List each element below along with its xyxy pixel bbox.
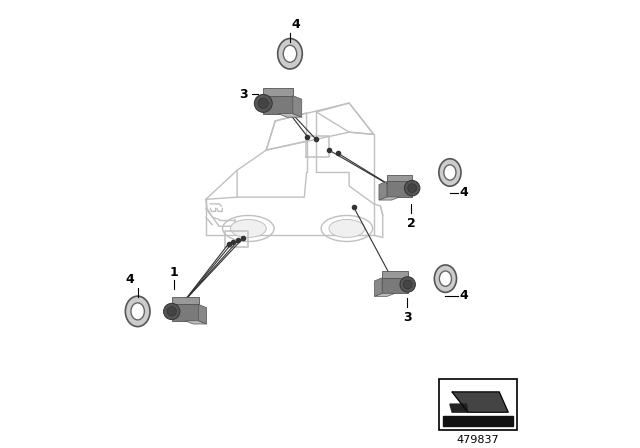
Bar	[439, 379, 517, 430]
Ellipse shape	[278, 39, 302, 69]
Text: 4: 4	[125, 273, 134, 286]
Ellipse shape	[439, 159, 461, 186]
Polygon shape	[382, 271, 408, 278]
Ellipse shape	[444, 165, 456, 180]
Polygon shape	[374, 278, 382, 297]
Polygon shape	[452, 392, 508, 412]
Ellipse shape	[230, 220, 266, 237]
Text: 4: 4	[460, 289, 468, 302]
Ellipse shape	[329, 220, 365, 237]
Polygon shape	[387, 175, 412, 181]
Polygon shape	[387, 181, 412, 197]
Ellipse shape	[164, 303, 180, 319]
Polygon shape	[379, 181, 387, 200]
Ellipse shape	[254, 95, 272, 112]
Text: 4: 4	[460, 186, 468, 199]
Polygon shape	[443, 416, 513, 426]
Ellipse shape	[435, 265, 456, 293]
Text: 3: 3	[403, 311, 412, 324]
Polygon shape	[263, 96, 293, 114]
Ellipse shape	[131, 303, 145, 320]
Text: 4: 4	[291, 18, 300, 31]
Ellipse shape	[125, 296, 150, 327]
Ellipse shape	[400, 277, 415, 292]
Polygon shape	[374, 293, 395, 297]
Polygon shape	[379, 197, 399, 200]
Ellipse shape	[258, 98, 268, 108]
Ellipse shape	[167, 307, 177, 316]
Polygon shape	[198, 305, 207, 324]
Ellipse shape	[404, 181, 420, 196]
Polygon shape	[382, 278, 408, 293]
Text: 2: 2	[407, 217, 416, 230]
Polygon shape	[450, 404, 468, 412]
Text: 479837: 479837	[456, 435, 499, 445]
Ellipse shape	[403, 280, 412, 289]
Polygon shape	[278, 114, 301, 117]
Polygon shape	[263, 88, 293, 96]
Polygon shape	[185, 321, 207, 324]
Ellipse shape	[408, 184, 417, 193]
Text: 1: 1	[170, 266, 179, 279]
Text: 3: 3	[239, 87, 248, 101]
Ellipse shape	[440, 271, 451, 286]
Polygon shape	[172, 297, 198, 305]
Ellipse shape	[284, 45, 297, 62]
Polygon shape	[293, 96, 301, 117]
Polygon shape	[172, 305, 198, 321]
